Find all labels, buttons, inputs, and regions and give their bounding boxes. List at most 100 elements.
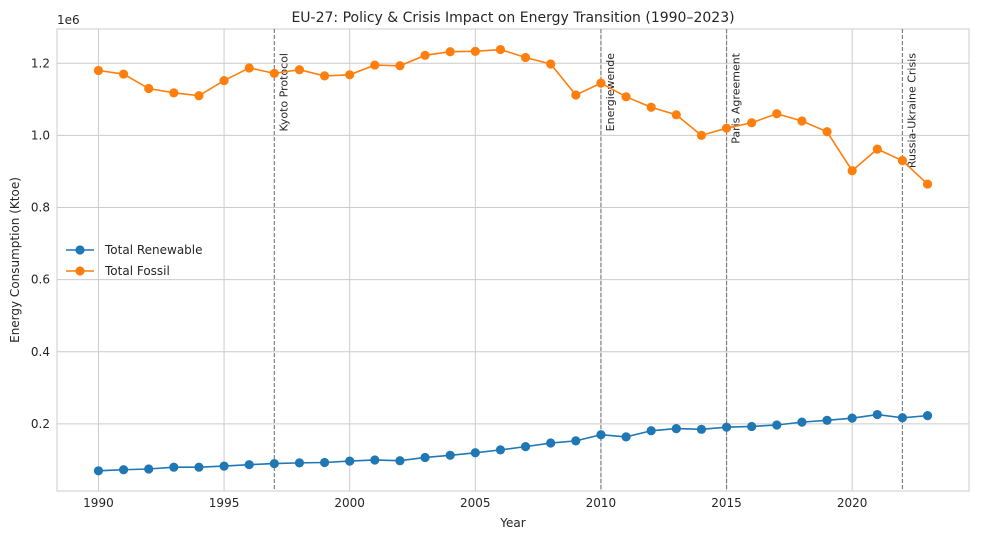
data-point bbox=[646, 426, 656, 436]
y-tick-label: 0.6 bbox=[31, 273, 50, 287]
series-line bbox=[98, 48, 929, 185]
data-point bbox=[596, 78, 606, 88]
data-point bbox=[621, 92, 631, 102]
data-point bbox=[897, 413, 908, 423]
y-tick-label: 0.8 bbox=[31, 201, 50, 215]
data-point bbox=[797, 417, 807, 427]
data-point bbox=[872, 144, 882, 154]
y-tick-label: 1.0 bbox=[31, 128, 50, 142]
data-point bbox=[194, 462, 204, 472]
data-point bbox=[294, 65, 305, 75]
data-point bbox=[546, 438, 556, 448]
event-label: Energiewende bbox=[604, 53, 617, 132]
data-point bbox=[244, 63, 254, 73]
data-point bbox=[370, 60, 380, 70]
data-point bbox=[345, 456, 355, 466]
legend: Total Renewable Total Fossil bbox=[66, 243, 203, 278]
x-tick-label: 2010 bbox=[586, 496, 617, 510]
data-point bbox=[118, 465, 129, 475]
data-point bbox=[445, 47, 455, 57]
chart-title: EU-27: Policy & Crisis Impact on Energy … bbox=[291, 10, 734, 26]
data-point bbox=[495, 44, 506, 55]
data-point bbox=[721, 123, 732, 133]
data-point bbox=[495, 445, 506, 455]
series-line bbox=[98, 413, 928, 472]
y-tick-label: 0.2 bbox=[31, 417, 50, 431]
y-axis-label: Energy Consumption (Ktoe) bbox=[8, 177, 22, 343]
data-point bbox=[571, 90, 581, 100]
data-point bbox=[144, 464, 154, 474]
data-point bbox=[169, 88, 179, 98]
x-tick-label: 1995 bbox=[209, 496, 240, 510]
data-point bbox=[93, 466, 104, 476]
data-point bbox=[747, 118, 757, 128]
data-point bbox=[219, 75, 229, 86]
data-point bbox=[219, 461, 229, 471]
data-point bbox=[470, 448, 480, 458]
data-point bbox=[370, 455, 380, 465]
data-point bbox=[847, 166, 857, 176]
data-point bbox=[747, 421, 757, 432]
data-point bbox=[420, 50, 430, 60]
data-point bbox=[194, 91, 204, 101]
data-point bbox=[319, 457, 330, 468]
data-point bbox=[118, 69, 129, 79]
data-point bbox=[772, 420, 782, 430]
data-point bbox=[922, 179, 933, 189]
x-tick-label: 2020 bbox=[837, 496, 868, 510]
data-point bbox=[269, 458, 279, 469]
y-axis-ticks: 0.2 0.4 0.6 0.8 1.0 1.2 bbox=[31, 56, 50, 431]
data-point bbox=[269, 68, 279, 78]
data-point bbox=[345, 70, 355, 80]
data-point bbox=[897, 156, 908, 166]
data-point bbox=[445, 450, 455, 460]
data-point bbox=[646, 102, 656, 112]
data-point bbox=[596, 430, 606, 440]
data-point bbox=[671, 110, 681, 120]
data-point bbox=[696, 130, 707, 140]
series-lines bbox=[93, 44, 933, 476]
data-point bbox=[520, 442, 531, 452]
data-point bbox=[922, 411, 933, 421]
data-point bbox=[797, 116, 807, 126]
y-tick-label: 0.4 bbox=[31, 345, 50, 359]
event-label: Paris Agreement bbox=[730, 52, 743, 143]
data-point bbox=[395, 61, 405, 71]
legend-marker bbox=[75, 266, 85, 276]
data-point bbox=[822, 127, 832, 137]
event-label: Kyoto Protocol bbox=[277, 53, 290, 132]
data-point bbox=[621, 432, 631, 442]
data-point bbox=[546, 59, 556, 69]
data-point bbox=[872, 409, 882, 420]
event-markers: Kyoto Protocol Energiewende Paris Agreemen… bbox=[273, 29, 918, 491]
data-point bbox=[244, 460, 254, 470]
x-tick-label: 2015 bbox=[711, 496, 742, 510]
data-point bbox=[721, 422, 732, 432]
data-point bbox=[671, 424, 681, 434]
x-tick-label: 1990 bbox=[83, 496, 114, 510]
data-point bbox=[294, 458, 305, 468]
legend-label: Total Fossil bbox=[104, 264, 170, 278]
data-point bbox=[169, 462, 179, 472]
data-point bbox=[847, 413, 857, 423]
legend-label: Total Renewable bbox=[104, 243, 203, 257]
data-point bbox=[144, 83, 154, 94]
x-tick-label: 2005 bbox=[460, 496, 491, 510]
data-point bbox=[571, 436, 581, 446]
legend-marker bbox=[75, 245, 85, 255]
x-tick-label: 2000 bbox=[334, 496, 365, 510]
data-point bbox=[319, 71, 330, 81]
plot-area bbox=[56, 28, 970, 492]
data-point bbox=[520, 52, 531, 63]
y-tick-label: 1.2 bbox=[31, 56, 50, 70]
data-point bbox=[470, 46, 480, 56]
data-point bbox=[822, 415, 832, 425]
data-point bbox=[395, 456, 405, 466]
data-point bbox=[772, 109, 782, 119]
y-axis-offset-label: 1e6 bbox=[57, 13, 80, 27]
data-point bbox=[696, 424, 707, 434]
data-point bbox=[420, 452, 430, 463]
data-point bbox=[93, 65, 104, 76]
x-axis-label: Year bbox=[499, 516, 525, 530]
